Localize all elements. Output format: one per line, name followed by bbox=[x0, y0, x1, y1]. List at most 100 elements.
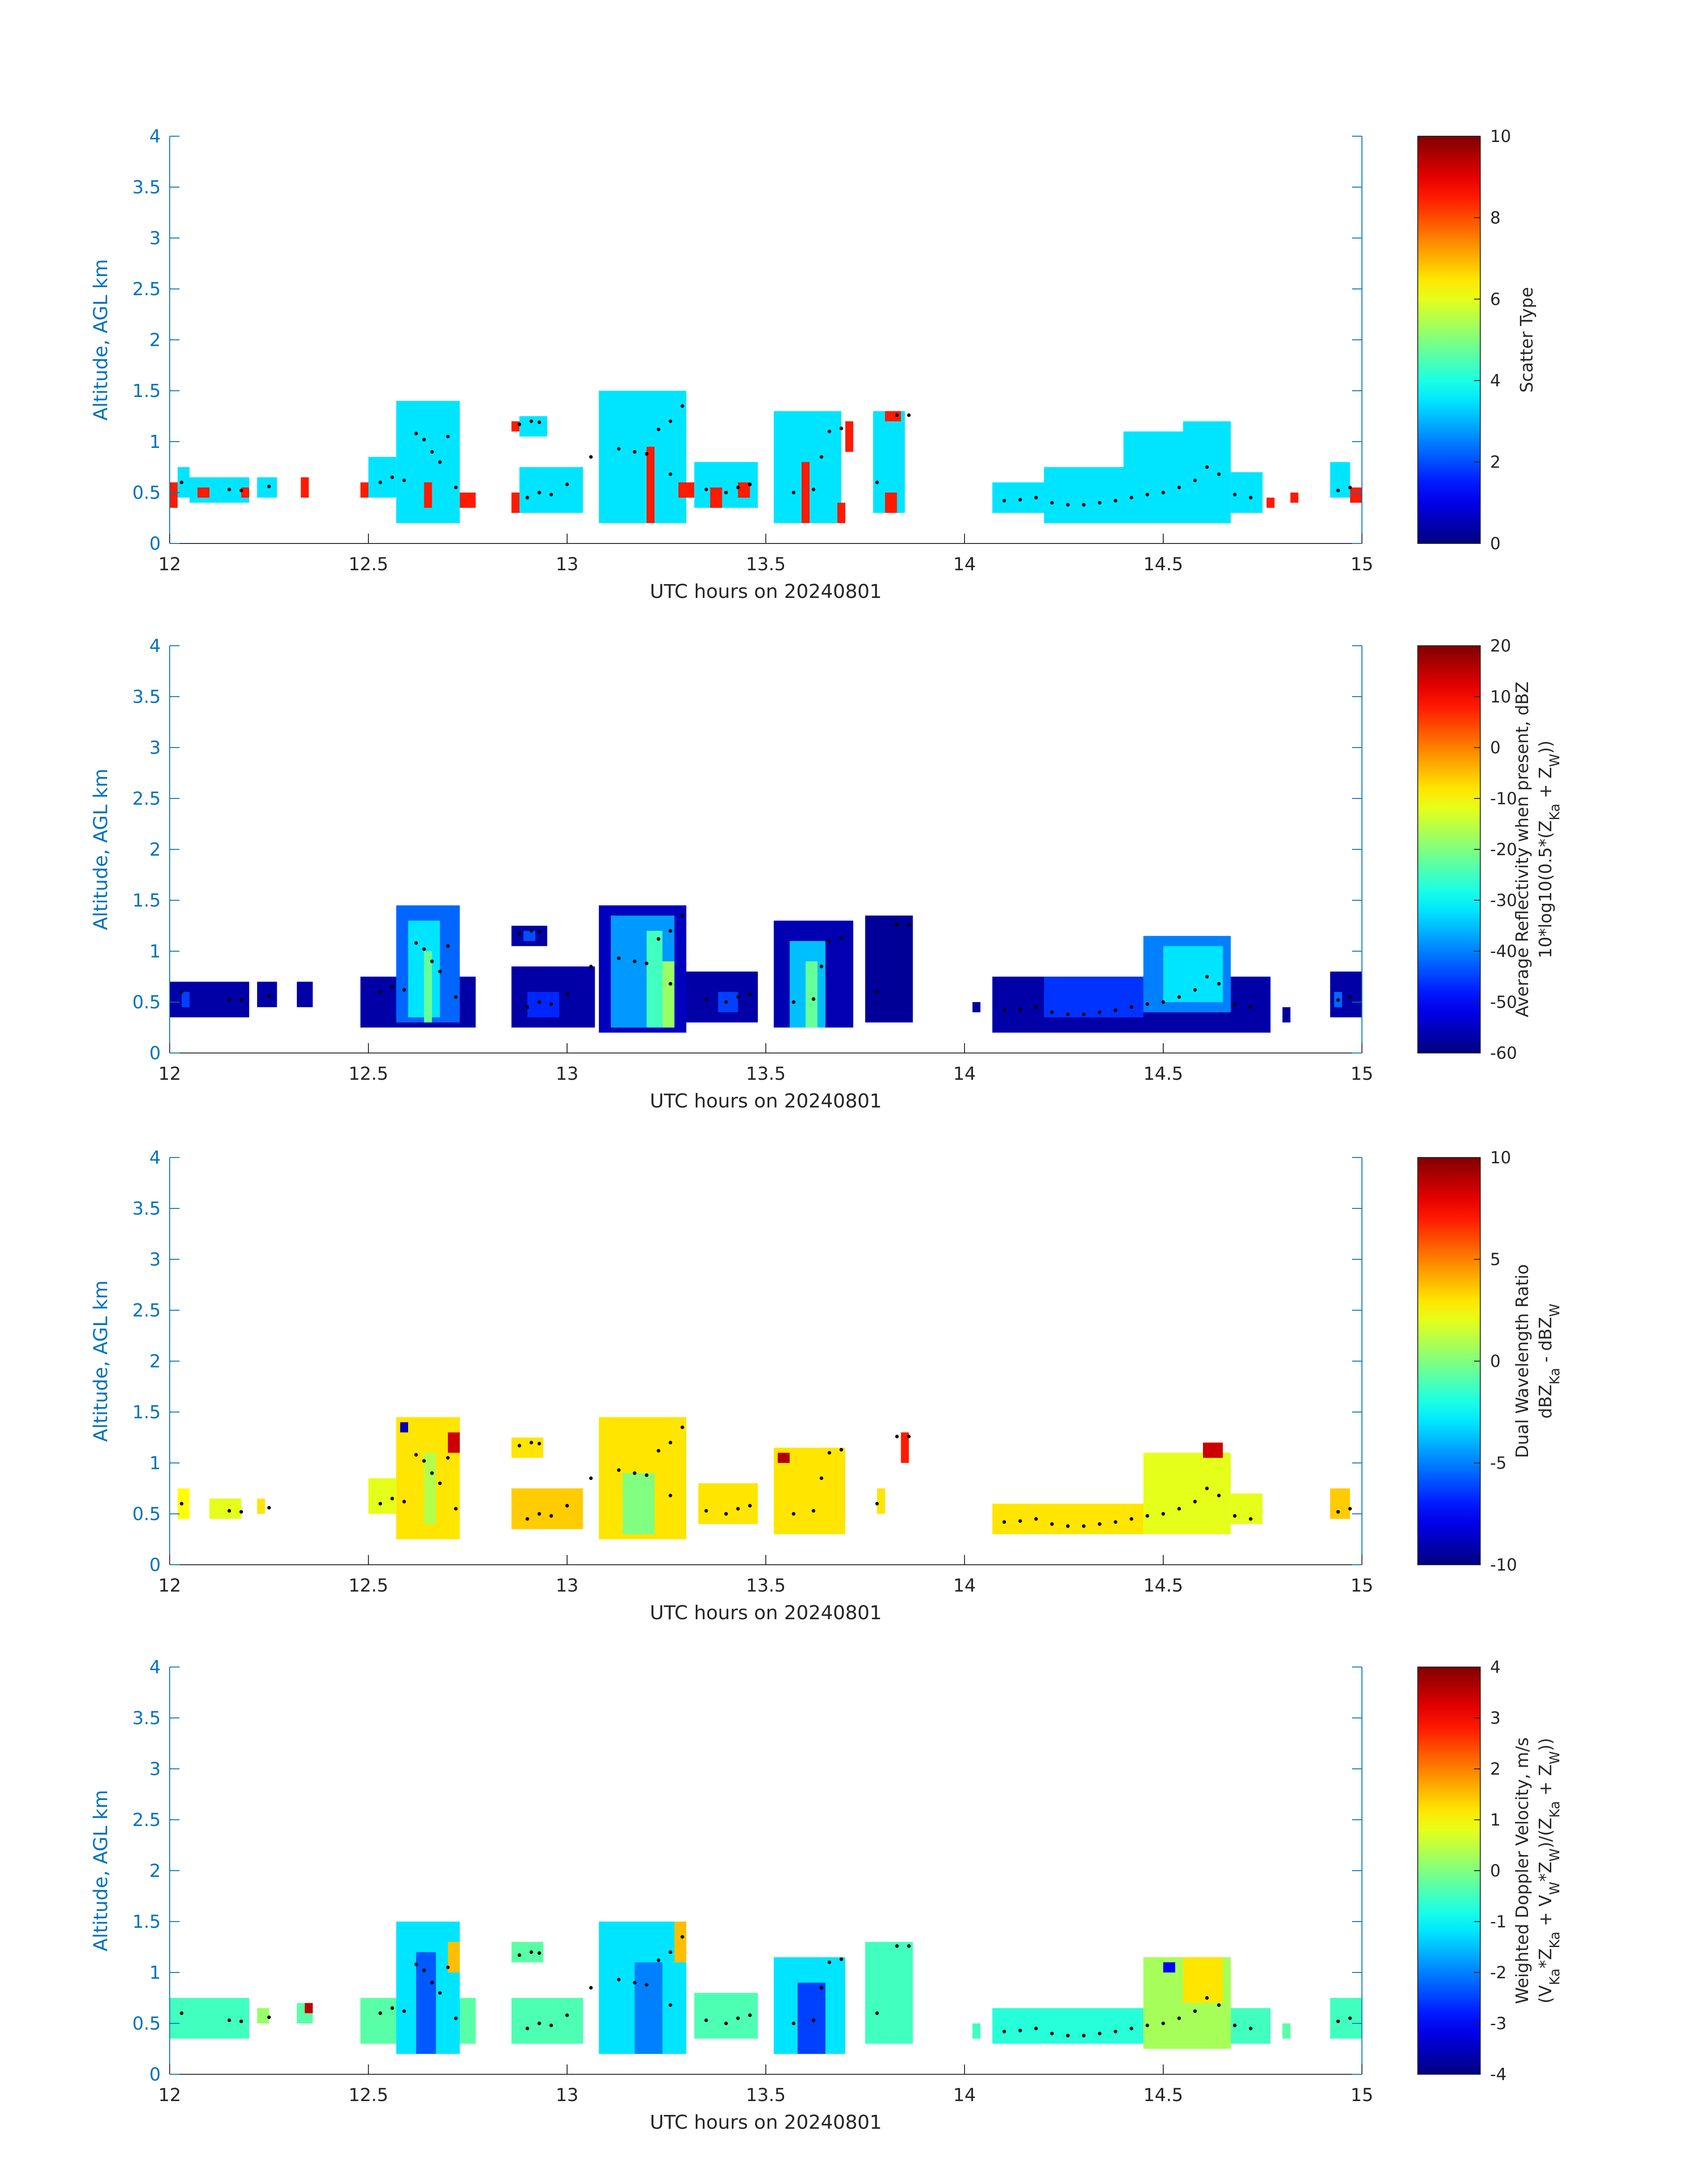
overlay-point bbox=[378, 2011, 382, 2015]
y-tick-label: 0 bbox=[150, 534, 161, 554]
colorbar-tick-label: 10 bbox=[1490, 127, 1511, 146]
overlay-point bbox=[239, 1510, 243, 1514]
y-tick-label: 2.5 bbox=[132, 1810, 161, 1830]
overlay-point bbox=[1018, 1007, 1022, 1011]
overlay-point bbox=[378, 1502, 382, 1506]
x-tick-label: 14.5 bbox=[1143, 1064, 1183, 1084]
x-tick-label: 12 bbox=[159, 1575, 181, 1596]
colorbar-tick-label: 6 bbox=[1490, 290, 1501, 309]
colorbar-tick-label: 8 bbox=[1490, 208, 1501, 227]
overlay-point bbox=[518, 1953, 522, 1957]
colorbar-tick-label: -3 bbox=[1490, 2014, 1507, 2033]
overlay-point bbox=[537, 1512, 541, 1516]
colorbar-tick-label: 2 bbox=[1490, 1759, 1501, 1779]
overlay-point bbox=[875, 990, 879, 994]
overlay-point bbox=[267, 1506, 271, 1510]
overlay-point bbox=[1336, 1510, 1340, 1514]
overlay-point bbox=[656, 1958, 660, 1962]
overlay-point bbox=[895, 413, 899, 417]
overlay-point bbox=[1066, 503, 1070, 507]
overlay-point bbox=[811, 2018, 815, 2022]
overlay-point bbox=[526, 2027, 529, 2031]
overlay-point bbox=[446, 435, 450, 439]
overlay-point bbox=[724, 1000, 728, 1004]
y-axis-title: Altitude, AGL km bbox=[90, 769, 112, 930]
overlay-point bbox=[565, 2013, 569, 2017]
overlay-point bbox=[819, 455, 823, 459]
x-axis-title: UTC hours on 20240801 bbox=[650, 581, 882, 603]
overlay-point bbox=[792, 1000, 796, 1004]
y-tick-label: 1.5 bbox=[132, 890, 161, 911]
heatmap-cell bbox=[209, 1498, 242, 1519]
y-tick-label: 3.5 bbox=[132, 1708, 161, 1729]
overlay-point bbox=[1233, 1002, 1237, 1006]
overlay-point bbox=[1050, 1522, 1054, 1526]
heatmap-cell bbox=[257, 1498, 265, 1514]
overlay-point bbox=[378, 481, 382, 485]
heatmap-cell bbox=[511, 421, 520, 432]
heatmap-cell bbox=[1183, 1957, 1223, 2003]
x-tick-label: 13 bbox=[556, 554, 579, 575]
x-tick-label: 14.5 bbox=[1143, 554, 1183, 575]
heatmap-cell bbox=[459, 493, 476, 508]
colorbar-tick-label: -30 bbox=[1490, 891, 1517, 910]
overlay-point bbox=[1145, 493, 1149, 497]
overlay-point bbox=[529, 419, 533, 423]
overlay-point bbox=[526, 1517, 529, 1521]
heatmap-cell bbox=[523, 931, 535, 941]
overlay-point bbox=[1249, 2027, 1253, 2031]
overlay-point bbox=[1348, 485, 1352, 489]
overlay-point bbox=[839, 426, 844, 430]
overlay-point bbox=[1018, 2028, 1022, 2032]
overlay-point bbox=[633, 450, 637, 454]
x-tick-label: 13.5 bbox=[746, 2085, 785, 2106]
overlay-point bbox=[1145, 1002, 1149, 1006]
overlay-point bbox=[414, 1453, 418, 1457]
overlay-point bbox=[1098, 501, 1102, 505]
heatmap-cell bbox=[301, 477, 309, 498]
colorbar-gradient bbox=[1417, 1667, 1481, 2075]
colorbar: 0 2 4 6 8 10 Scatter Type bbox=[1417, 127, 1537, 553]
heatmap-cells bbox=[170, 1922, 1362, 2054]
overlay-point bbox=[681, 1425, 685, 1429]
y-axis-title: Altitude, AGL km bbox=[90, 259, 112, 421]
overlay-point bbox=[1129, 1005, 1133, 1009]
y-tick-label: 4 bbox=[150, 1148, 161, 1168]
overlay-point bbox=[227, 488, 231, 492]
heatmap-cell bbox=[1350, 487, 1362, 503]
y-tick-label: 2 bbox=[150, 840, 161, 860]
colorbar-tick-label: -4 bbox=[1490, 2065, 1507, 2084]
overlay-point bbox=[681, 1935, 685, 1939]
colorbar-label-line: dBZKa - dBZW bbox=[1536, 1304, 1563, 1419]
overlay-point bbox=[267, 485, 271, 489]
overlay-point bbox=[589, 965, 593, 969]
heatmap-cells bbox=[177, 1417, 1350, 1539]
overlay-points bbox=[180, 914, 1352, 1016]
heatmap-cell bbox=[802, 462, 810, 523]
x-tick-label: 13 bbox=[556, 1064, 579, 1084]
overlay-point bbox=[1145, 2023, 1149, 2027]
overlay-point bbox=[438, 460, 442, 464]
overlay-point bbox=[748, 2013, 752, 2017]
colorbar-tick-label: 5 bbox=[1490, 1250, 1501, 1269]
overlay-point bbox=[633, 1981, 637, 1985]
overlay-point bbox=[518, 1444, 522, 1448]
overlay-point bbox=[446, 1965, 450, 1969]
overlay-point bbox=[645, 961, 648, 965]
heatmap-cell bbox=[241, 487, 249, 498]
overlay-point bbox=[907, 413, 911, 417]
y-tick-label: 0.5 bbox=[132, 1504, 161, 1525]
overlay-point bbox=[668, 1950, 672, 1954]
overlay-point bbox=[645, 452, 648, 456]
colorbar-tick-label: -1 bbox=[1490, 1912, 1507, 1931]
heatmap-cell bbox=[798, 1982, 826, 2054]
overlay-point bbox=[529, 929, 533, 933]
heatmap-cell bbox=[296, 982, 313, 1007]
panel-4: 12 12.5 13 13.5 14 14.5 1500.511.522.533.54UTC… bbox=[90, 1657, 1563, 2134]
x-tick-label: 13.5 bbox=[746, 554, 785, 575]
colorbar-tick-label: 4 bbox=[1490, 371, 1501, 390]
overlay-point bbox=[1082, 1524, 1086, 1528]
colorbar: -10 -5 0 5 10 Dual Wavelength Ratio dBZKa - dB… bbox=[1417, 1148, 1563, 1575]
heatmap-cell bbox=[511, 1998, 583, 2044]
overlay-point bbox=[819, 1476, 823, 1480]
